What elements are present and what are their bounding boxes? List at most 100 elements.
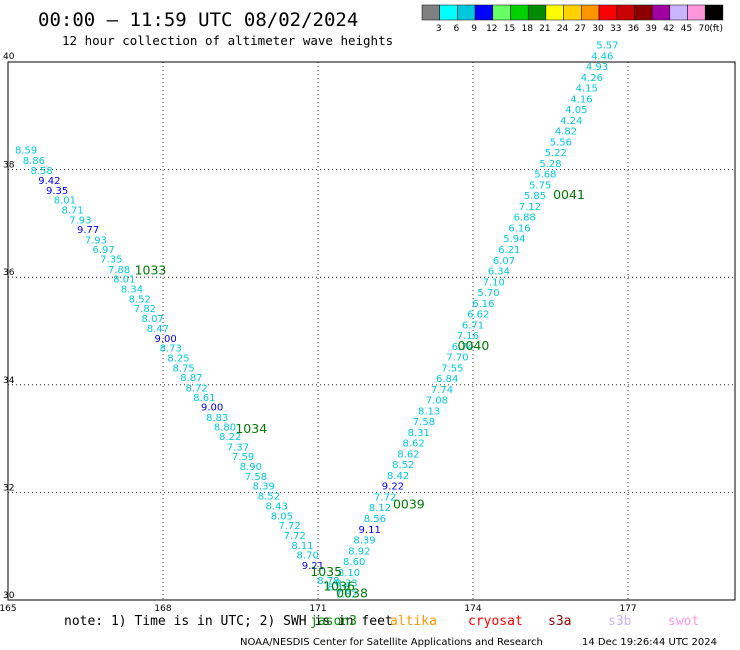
y-tick-label: 36: [3, 268, 15, 278]
axis-ticks: 165 168 171 174 177 40 38 36 34 32 30: [0, 52, 637, 614]
wave-height-value: 8.90: [240, 462, 262, 473]
wave-height-value: 8.39: [253, 482, 275, 493]
wave-height-value: 4.16: [570, 94, 592, 105]
wave-height-value: 9.00: [201, 403, 223, 414]
legend-label: 15: [504, 24, 515, 34]
legend-swatch: [563, 4, 582, 21]
wave-height-value: 8.39: [353, 536, 375, 547]
wave-height-value: 7.10: [483, 277, 505, 288]
legend-swatch: [634, 4, 653, 21]
pass-time-label: 1035: [310, 564, 342, 579]
y-tick-label: 32: [3, 483, 14, 493]
x-tick-label: 165: [0, 604, 17, 614]
wave-height-value: 9.00: [154, 334, 176, 345]
legend-label: 27: [575, 24, 586, 34]
wave-height-value: 7.59: [232, 452, 254, 463]
legend-swatch: [439, 4, 458, 21]
wave-height-value: 8.71: [61, 206, 83, 217]
wave-height-value: 4.15: [576, 84, 598, 95]
legend-label: 24: [557, 24, 569, 34]
legend-swatch: [457, 4, 476, 21]
wave-height-value: 6.07: [493, 256, 515, 267]
legend-label: 21: [539, 24, 550, 34]
pass-time-label: 0041: [553, 187, 585, 202]
wave-height-value: 8.01: [54, 195, 76, 206]
wave-height-value: 6.71: [462, 320, 484, 331]
wave-height-value: 7.70: [446, 353, 468, 364]
wave-height-value: 7.72: [374, 492, 396, 503]
x-tick-label: 177: [619, 604, 636, 614]
wave-height-value: 6.16: [472, 299, 494, 310]
legend-label: 33: [610, 24, 621, 34]
wave-height-value: 7.58: [413, 417, 435, 428]
legend-swatch: [545, 4, 564, 21]
wave-height-value: 7.58: [245, 472, 267, 483]
grid-lines: [8, 62, 735, 600]
legend-swatch: [616, 4, 635, 21]
pass-time-label: 1036: [323, 578, 355, 593]
wave-height-value: 5.85: [524, 191, 546, 202]
wave-height-value: 8.62: [397, 449, 419, 460]
wave-height-points: 8.598.868.589.429.358.018.717.939.777.93…: [15, 41, 619, 601]
legend-swatch: [598, 4, 617, 21]
wave-height-value: 6.16: [508, 223, 530, 234]
legend-swatch: [474, 4, 494, 21]
credit-text: NOAA/NESDIS Center for Satellite Applica…: [240, 637, 543, 648]
legend-label: 3: [436, 24, 442, 34]
timestamp-text: 14 Dec 19:26:44 UTC 2024: [582, 637, 717, 648]
wave-height-value: 8.34: [121, 284, 143, 295]
legend-swatch: [581, 4, 600, 21]
wave-height-value: 8.70: [297, 551, 319, 562]
legend-swatch: [527, 4, 547, 21]
wave-height-value: 8.11: [291, 541, 313, 552]
wave-height-value: 8.78: [317, 576, 339, 587]
satellite-legend: jason3 altika cryosat s3a s3b swot: [310, 614, 699, 629]
satellite-altika: altika: [390, 614, 437, 629]
pass-time-label: 0038: [336, 585, 368, 600]
wave-height-value: 7.37: [227, 442, 249, 453]
wave-height-value: 7.93: [69, 215, 91, 226]
wave-height-value: 8.05: [271, 511, 293, 522]
wave-height-value: 9.35: [46, 186, 68, 197]
chart-subtitle: 12 hour collection of altimeter wave hei…: [62, 33, 393, 48]
wave-height-value: 8.60: [343, 557, 365, 568]
wave-height-value: 7.93: [85, 235, 107, 246]
wave-height-value: 8.73: [160, 343, 182, 354]
wave-height-value: 8.13: [418, 406, 440, 417]
legend-label: 6: [454, 24, 460, 34]
wave-height-value: 5.28: [539, 159, 561, 170]
legend-swatch: [421, 4, 440, 21]
wave-height-value: 8.86: [23, 156, 45, 167]
legend-label: 9: [471, 24, 477, 34]
wave-height-value: 7.12: [519, 202, 541, 213]
satellite-cryosat: cryosat: [468, 614, 523, 629]
wave-height-value: 6.34: [488, 267, 510, 278]
wave-height-value: 8.52: [129, 294, 151, 305]
wave-height-value: 8.75: [173, 363, 195, 374]
wave-height-value: 5.57: [596, 41, 618, 52]
pass-time-label: 0040: [458, 338, 490, 353]
wave-height-value: 4.82: [555, 127, 577, 138]
legend-swatch: [704, 4, 724, 21]
wave-height-value: 7.72: [284, 531, 306, 542]
pass-time-label: 0039: [393, 497, 425, 512]
legend-label: 45: [681, 24, 692, 34]
wave-height-value: 8.52: [392, 460, 414, 471]
wave-height-value: 8.16: [328, 582, 350, 593]
wave-height-value: 6.88: [514, 213, 536, 224]
y-tick-label: 40: [3, 52, 15, 62]
y-tick-label: 34: [3, 376, 15, 386]
x-tick-label: 174: [464, 604, 481, 614]
wave-height-value: 9.11: [359, 525, 381, 536]
wave-height-value: 5.75: [529, 180, 551, 191]
wave-height-value: 8.07: [142, 314, 164, 325]
wave-height-value: 9.22: [382, 482, 404, 493]
wave-height-value: 8.80: [214, 423, 236, 434]
x-tick-label: 171: [309, 604, 326, 614]
wave-height-value: 7.08: [426, 396, 448, 407]
wave-height-value: 6.97: [92, 245, 114, 256]
satellite-jason3: jason3: [310, 614, 357, 629]
legend-unit: (ft): [709, 24, 723, 34]
wave-height-value: 5.68: [534, 170, 556, 181]
chart-title: 00:00 – 11:59 UTC 08/02/2024: [38, 9, 358, 31]
